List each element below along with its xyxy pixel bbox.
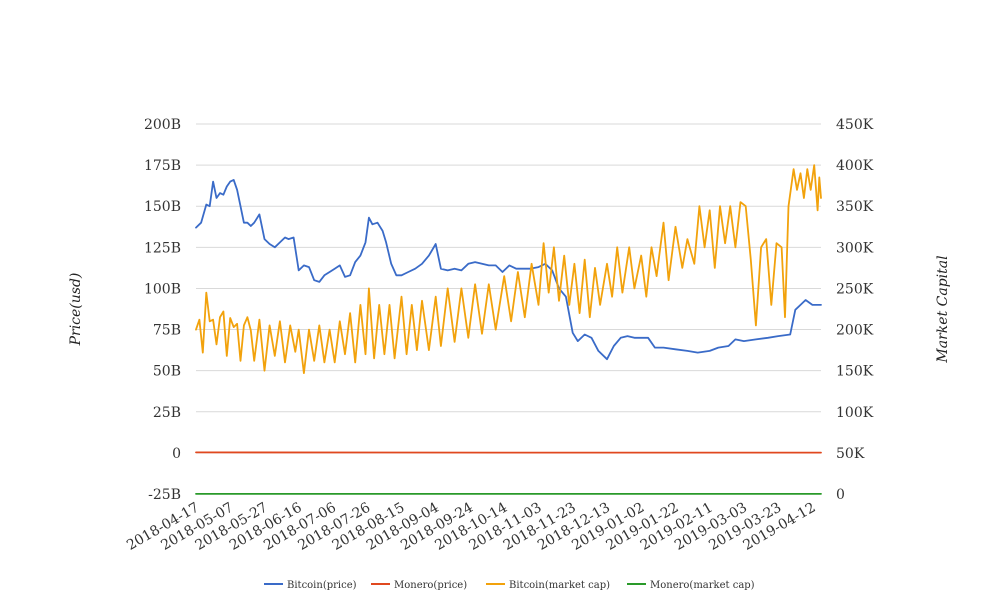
right-tick-label: 250K <box>836 281 874 297</box>
right-tick-label: 400K <box>836 158 874 174</box>
x-axis-ticks: 2018-04-172018-05-072018-05-272018-06-16… <box>124 500 818 554</box>
legend-label: Bitcoin(price) <box>287 580 357 591</box>
left-tick-label: 25B <box>153 405 181 421</box>
right-tick-label: 100K <box>836 405 874 421</box>
legend-label: Monero(price) <box>394 580 467 591</box>
right-tick-label: 150K <box>836 364 874 380</box>
left-axis-ticks: -25B 0 25B 50B 75B 100B 125B 150B 175B 200B <box>144 117 181 503</box>
left-tick-label: 175B <box>144 158 181 174</box>
right-tick-label: 50K <box>836 446 865 462</box>
right-tick-label: 300K <box>836 240 874 256</box>
legend-label: Bitcoin(market cap) <box>509 580 610 591</box>
left-tick-label: 0 <box>172 446 181 462</box>
right-tick-label: 450K <box>836 117 874 133</box>
series-line-bitcoin-market-cap <box>195 164 822 375</box>
legend: Bitcoin(price) Monero(price) Bitcoin(marke… <box>264 580 755 591</box>
series-lines <box>195 164 822 495</box>
left-tick-label: 100B <box>144 281 181 297</box>
left-tick-label: 150B <box>144 199 181 215</box>
right-tick-label: 350K <box>836 199 874 215</box>
right-tick-label: 200K <box>836 323 874 339</box>
legend-label: Monero(market cap) <box>650 580 755 591</box>
right-axis-title: Market Capital <box>935 255 951 363</box>
left-tick-label: -25B <box>148 487 181 503</box>
series-line-bitcoin-price <box>195 178 822 361</box>
left-tick-label: 200B <box>144 117 181 133</box>
left-tick-label: 125B <box>144 240 181 256</box>
right-tick-label: 0 <box>836 487 845 503</box>
left-tick-label: 75B <box>153 323 181 339</box>
left-tick-label: 50B <box>153 364 181 380</box>
right-axis-ticks: 0 50K 100K 150K 200K 250K 300K 350K 400K 450K <box>836 117 874 503</box>
left-axis-title: Price(usd) <box>68 273 84 347</box>
